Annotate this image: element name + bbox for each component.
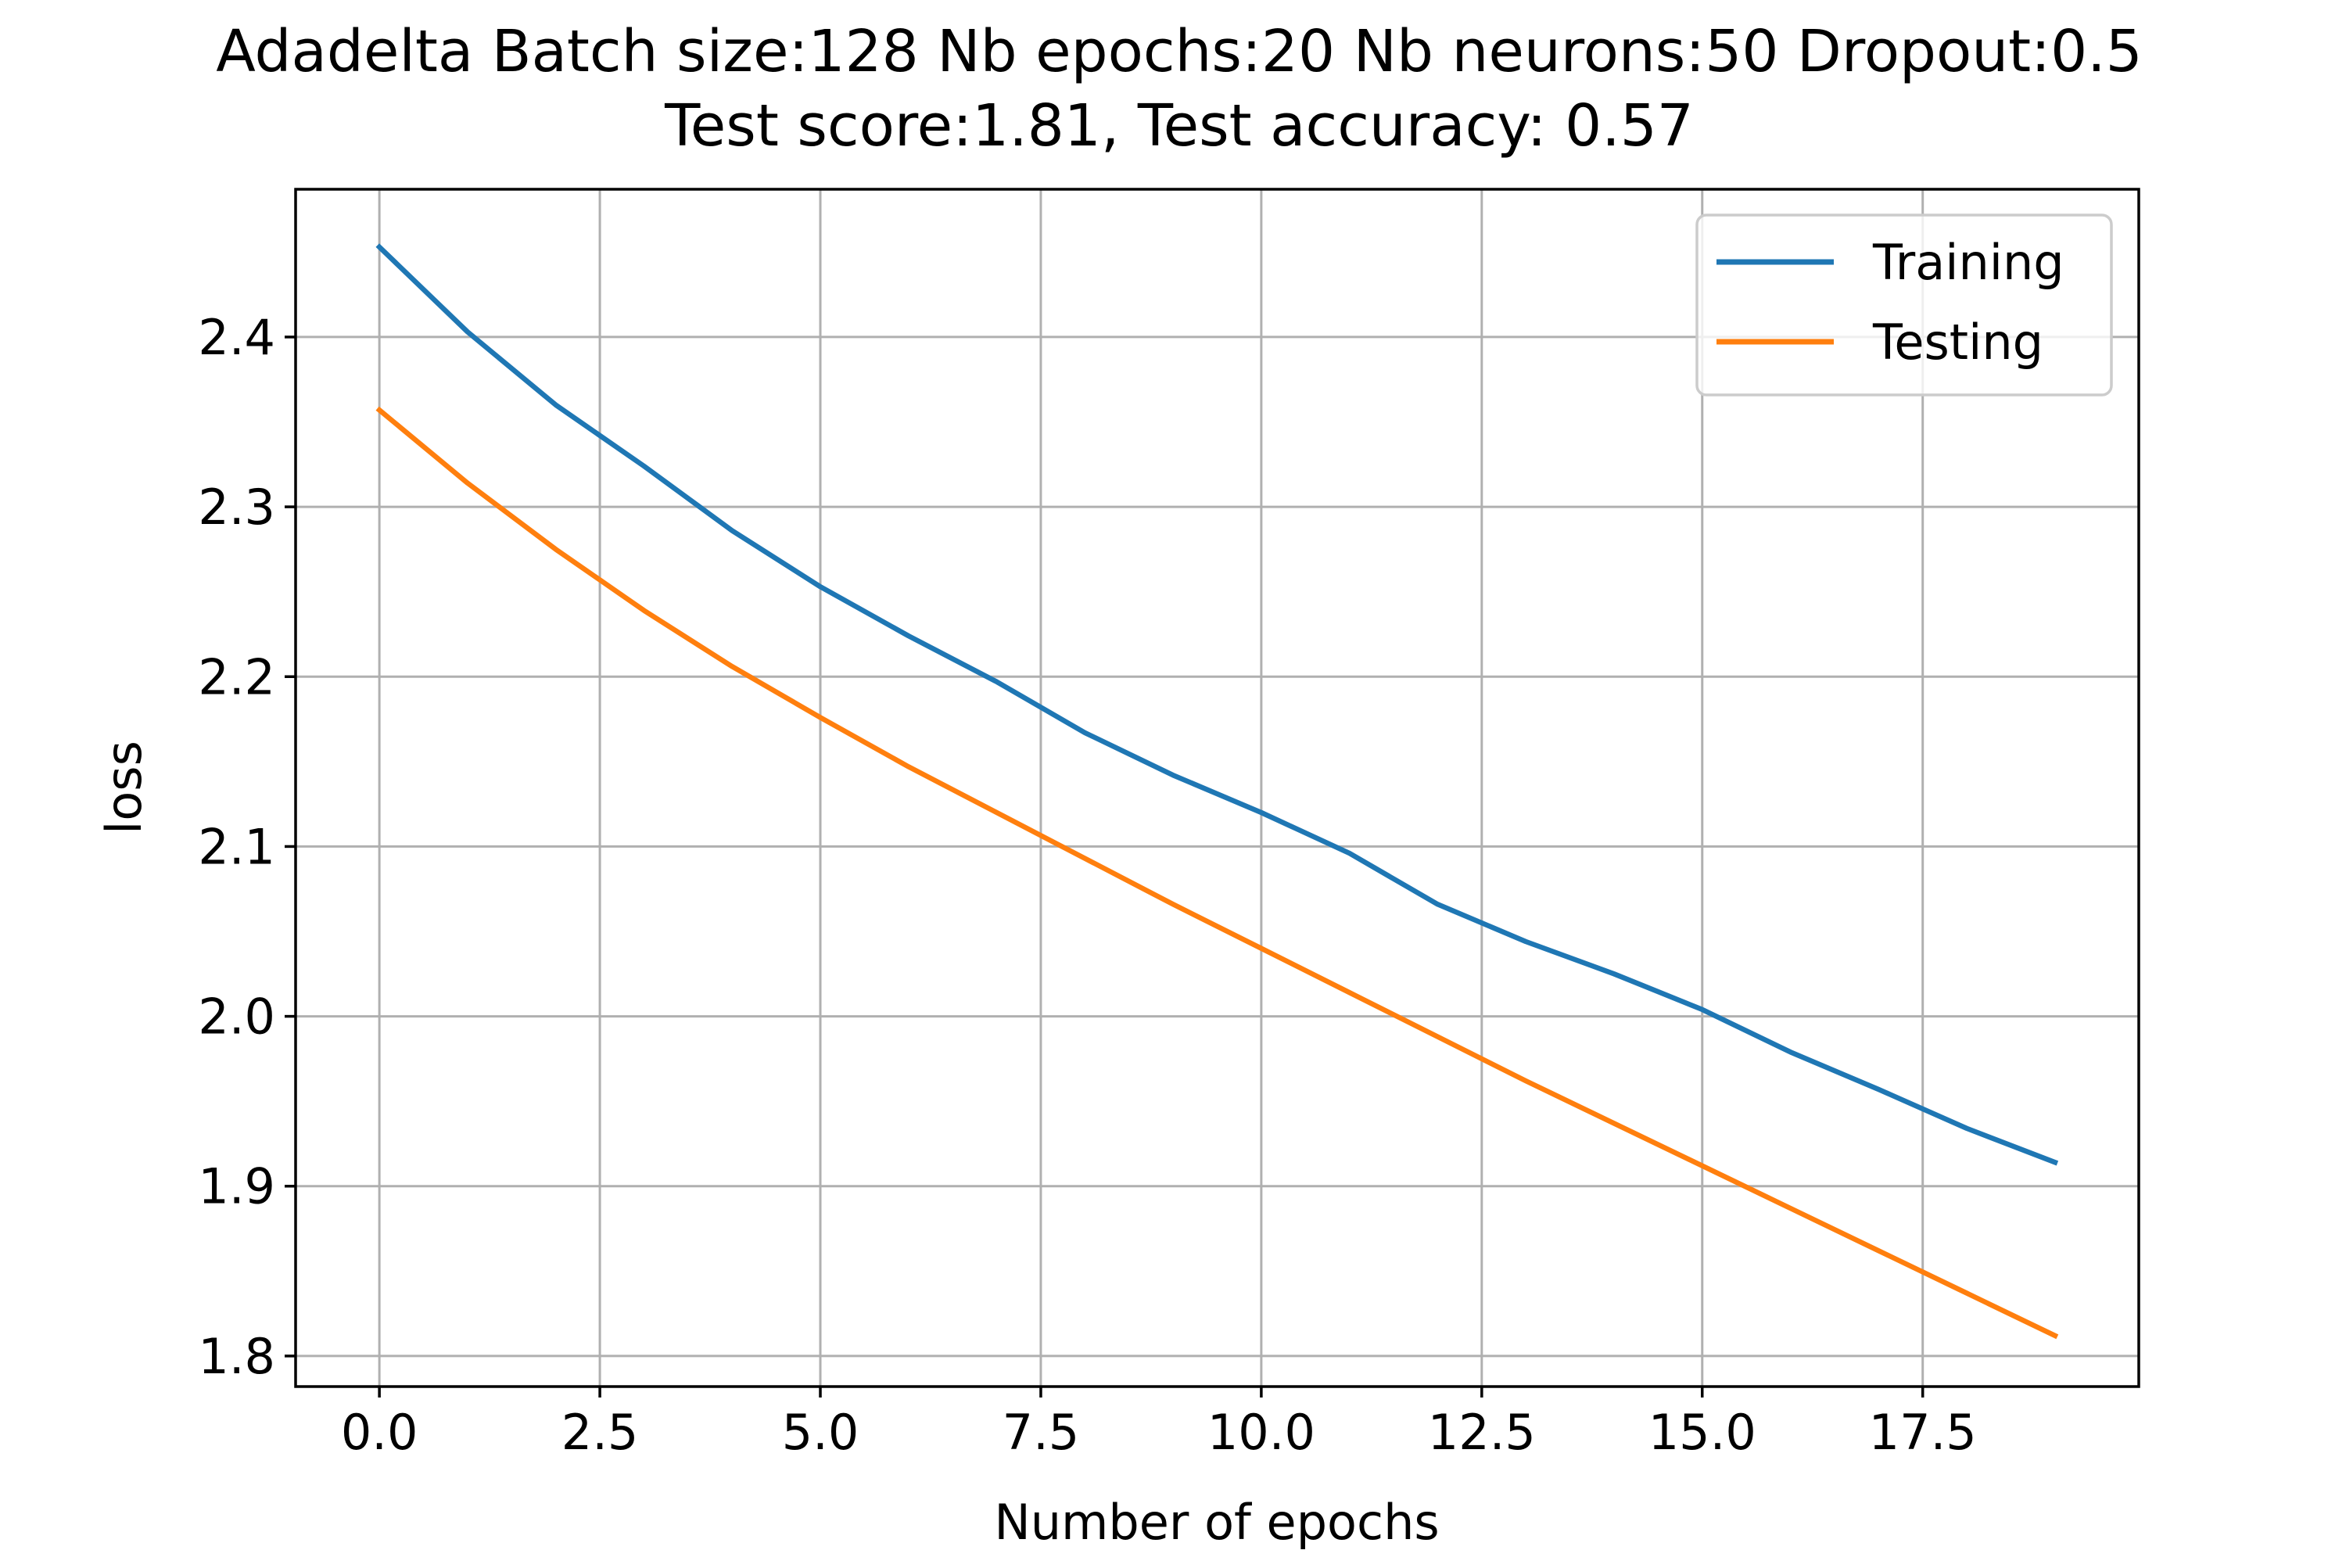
x-tick-label: 17.5 — [1869, 1404, 1977, 1461]
y-tick-label: 2.4 — [198, 309, 275, 366]
grid-lines — [296, 189, 2139, 1387]
plot-frame — [294, 188, 2140, 1388]
x-tick-label: 2.5 — [561, 1404, 639, 1461]
y-axis-label: loss — [95, 741, 152, 834]
x-axis-label: Number of epochs — [994, 1494, 1439, 1551]
series-line-training — [375, 243, 2059, 1166]
chart-title: Adadelta Batch size:128 Nb epochs:20 Nb … — [216, 18, 2143, 85]
y-tick-label: 2.1 — [198, 818, 275, 875]
legend-label-testing: Testing — [1872, 314, 2043, 371]
y-tick-label: 2.0 — [198, 989, 275, 1046]
legend: Training Testing — [1695, 213, 2113, 396]
x-axis-ticks: 0.0 2.5 5.0 7.5 10.0 12.5 15.0 17.5 — [341, 1387, 1977, 1461]
x-tick-label: 12.5 — [1428, 1404, 1536, 1461]
series-line-testing — [375, 406, 2059, 1340]
x-tick-label: 15.0 — [1648, 1404, 1756, 1461]
chart-subtitle: Test score:1.81, Test accuracy: 0.57 — [664, 92, 1694, 160]
y-tick-label: 1.8 — [198, 1328, 275, 1385]
y-axis-ticks: 1.8 1.9 2.0 2.1 2.2 2.3 2.4 — [198, 309, 296, 1385]
series-lines — [375, 243, 2059, 1340]
y-tick-label: 2.3 — [198, 479, 275, 536]
y-tick-label: 1.9 — [198, 1158, 275, 1215]
legend-label-training: Training — [1872, 234, 2064, 291]
x-tick-label: 7.5 — [1003, 1404, 1080, 1461]
x-tick-label: 5.0 — [782, 1404, 859, 1461]
x-tick-label: 10.0 — [1207, 1404, 1315, 1461]
y-tick-label: 2.2 — [198, 648, 275, 705]
x-tick-label: 0.0 — [341, 1404, 418, 1461]
